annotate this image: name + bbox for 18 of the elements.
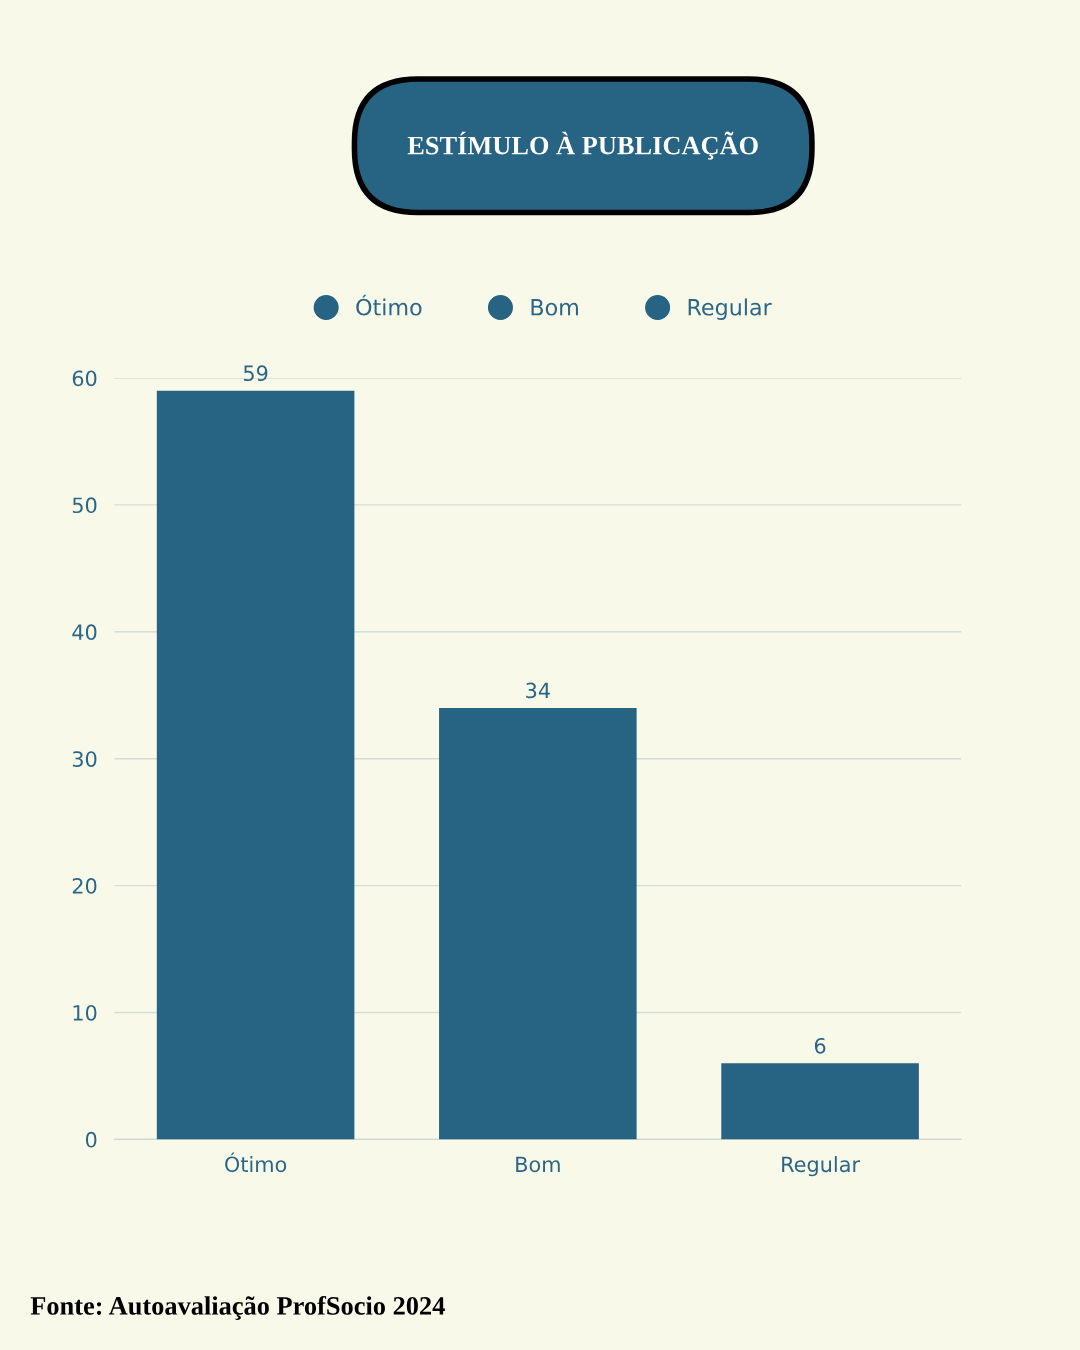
y-tick-label: 40	[72, 624, 97, 641]
chart-title: ESTÍMULO À PUBLICAÇÃO	[407, 131, 758, 160]
legend-label: Bom	[531, 299, 578, 316]
x-tick-label: Regular	[782, 1156, 861, 1177]
x-tick-label: Bom	[516, 1156, 560, 1173]
y-tick-label: 10	[73, 1004, 97, 1021]
y-tick-label: 50	[72, 497, 97, 514]
legend-label: Ótimo	[356, 294, 422, 316]
y-tick-label: 0	[85, 1131, 97, 1148]
y-tick-label: 20	[72, 878, 97, 894]
legend-label: Regular	[688, 298, 772, 320]
x-tick-label: Ótimo	[225, 1152, 287, 1173]
source-note: Fonte: Autoavaliação ProfSocio 2024	[30, 1295, 445, 1320]
data-label: 59	[243, 365, 268, 382]
y-tick-label: 30	[72, 751, 97, 767]
data-label: 6	[814, 1037, 826, 1054]
data-label: 34	[526, 682, 550, 699]
y-tick-label: 60	[72, 370, 97, 387]
